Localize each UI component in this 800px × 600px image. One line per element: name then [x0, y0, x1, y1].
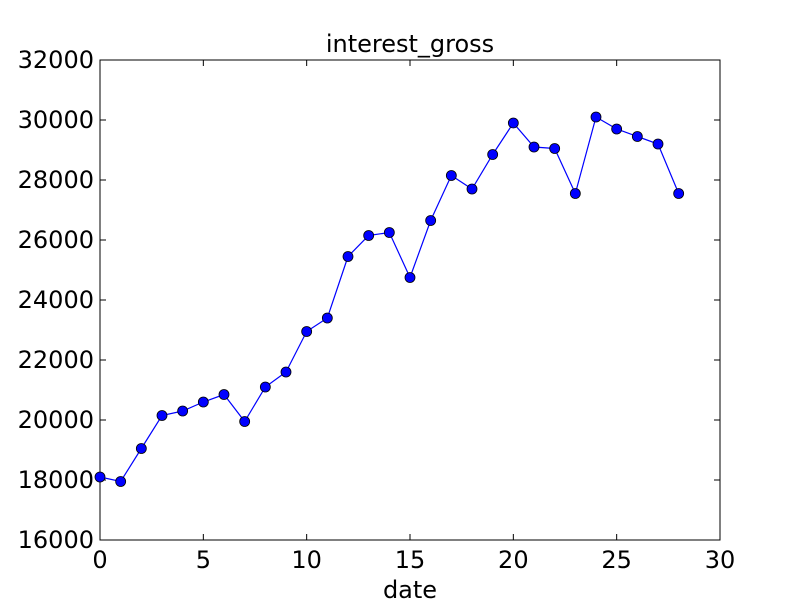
axis-ticks: 0 5 10 15 20 25 30 16000 18000 20000 22000 24000 260…	[18, 46, 736, 574]
data-point	[466, 183, 478, 195]
data-point	[425, 215, 437, 226]
x-tick-label: 5	[196, 546, 211, 574]
data-point	[321, 312, 333, 324]
data-point	[611, 123, 623, 135]
data-point	[259, 381, 271, 393]
y-tick-label: 18000	[18, 466, 94, 494]
data-point	[652, 138, 664, 150]
x-tick-label: 30	[705, 546, 736, 574]
series-layer	[94, 111, 685, 487]
data-point	[197, 396, 209, 408]
series-line	[99, 116, 680, 483]
data-point	[590, 111, 602, 123]
y-tick-label: 28000	[18, 166, 94, 194]
x-tick-label: 10	[291, 546, 322, 574]
x-tick-label: 15	[395, 546, 426, 574]
y-tick-label: 30000	[18, 106, 94, 134]
data-point	[156, 410, 168, 421]
data-point	[301, 326, 313, 337]
chart-title: interest_gross	[326, 30, 494, 58]
x-tick-label: 0	[92, 546, 107, 574]
data-point	[404, 272, 416, 283]
data-point	[363, 230, 375, 241]
y-tick-label: 16000	[18, 526, 94, 554]
y-tick-label: 22000	[18, 346, 94, 374]
data-point	[673, 188, 685, 199]
data-point	[177, 405, 189, 417]
data-point	[342, 251, 354, 262]
data-point	[239, 416, 251, 427]
data-point	[94, 471, 106, 483]
data-point	[487, 149, 499, 160]
data-point	[631, 131, 643, 142]
plot-area-frame	[99, 59, 721, 541]
data-point	[383, 227, 395, 238]
data-point	[507, 117, 519, 129]
data-point	[135, 443, 147, 454]
data-point	[218, 389, 230, 400]
y-tick-label: 20000	[18, 406, 94, 434]
y-tick-label: 24000	[18, 286, 94, 314]
data-point	[445, 170, 457, 181]
data-point	[528, 141, 540, 153]
data-point	[115, 476, 127, 487]
data-point	[549, 143, 561, 154]
x-tick-label: 20	[498, 546, 529, 574]
x-tick-label: 25	[601, 546, 632, 574]
x-axis-label: date	[383, 576, 437, 600]
y-tick-label: 32000	[18, 46, 94, 74]
data-point	[280, 366, 292, 378]
data-point	[569, 188, 581, 199]
y-tick-label: 26000	[18, 226, 94, 254]
